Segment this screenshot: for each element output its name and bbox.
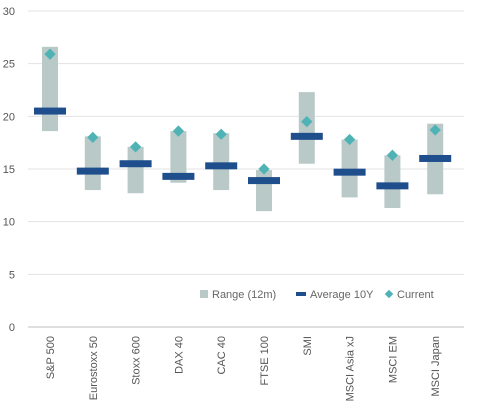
legend-current-swatch [384,289,394,299]
current-marker [343,133,356,146]
current-marker [258,163,270,175]
x-axis: S&P 500 Eurostoxx 50 Stoxx 600 DAX 40 CAC 40… [45,336,442,401]
current-marker [215,128,227,140]
x-tick-label: Stoxx 600 [131,336,143,385]
legend-range-label: Range (12m) [212,289,276,301]
y-tick-label: 10 [3,217,15,229]
x-tick-label: SMI [302,336,314,356]
range-bar [298,92,315,164]
y-tick-label: 20 [3,111,15,123]
average-markers [34,107,452,190]
x-tick-label: MSCI EM [387,336,399,383]
current-marker [44,48,56,60]
legend-current-label: Current [397,289,434,301]
y-tick-label: 25 [3,59,15,71]
average-marker [119,160,152,168]
range-bar [213,133,230,191]
legend-average-label: Average 10Y [310,289,374,301]
average-marker [333,168,366,176]
range-bar [84,136,101,191]
y-tick-label: 0 [9,322,15,334]
y-tick-label: 5 [9,269,15,281]
range-bars [42,46,444,212]
average-marker [248,177,280,185]
average-marker [76,167,109,175]
x-tick-label: Eurostoxx 50 [88,336,100,400]
average-marker [419,154,452,162]
current-marker [129,141,142,153]
y-axis: 0 5 10 15 20 25 30 [3,6,15,334]
x-tick-label: MSCI Japan [430,336,442,397]
legend: Range (12m) Average 10Y Current [200,289,434,301]
x-tick-label: CAC 40 [216,336,228,375]
x-tick-label: FTSE 100 [259,336,271,386]
average-marker [205,162,238,170]
legend-range-swatch [200,290,208,298]
current-marker [386,149,399,161]
average-marker [34,107,66,115]
current-markers [44,48,441,175]
average-marker [162,172,195,180]
x-tick-label: DAX 40 [173,336,185,374]
average-marker [376,182,409,190]
x-tick-label: S&P 500 [45,336,57,379]
range-bar [170,131,187,183]
legend-average-swatch [296,292,306,296]
range-bar [256,170,272,212]
range-bar [384,155,401,208]
range-bar [127,146,144,194]
current-marker [429,124,441,136]
x-tick-label: MSCI Asia xJ [345,336,357,401]
range-bar [341,139,358,198]
y-tick-label: 15 [3,164,15,176]
y-tick-label: 30 [3,6,15,18]
average-marker [290,132,323,140]
